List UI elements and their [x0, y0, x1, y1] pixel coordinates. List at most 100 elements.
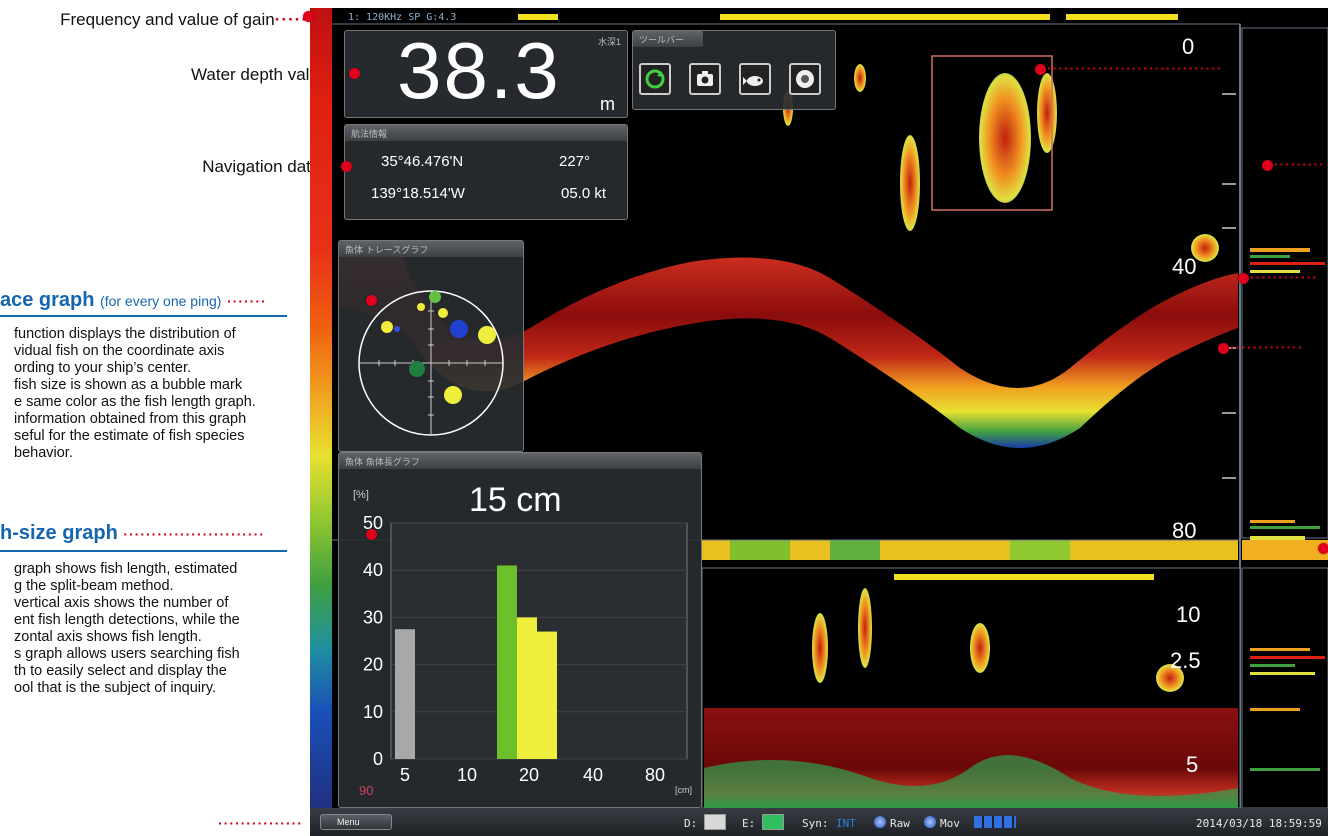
- datetime: 2014/03/18 18:59:59: [1196, 817, 1322, 830]
- desc-line: ent fish length detections, while the: [14, 612, 240, 628]
- record-icon[interactable]: [789, 63, 821, 95]
- echogram-screen[interactable]: 1: 120KHz SP G:4.3 水深1 38.3 m 航法情報 35°46…: [310, 8, 1328, 836]
- right-histogram: [1250, 248, 1325, 540]
- e-label: E:: [742, 817, 756, 830]
- fish-size-rule: [0, 550, 287, 552]
- raw-label: Raw: [890, 817, 910, 830]
- lower-depth-label-2-5: 2.5: [1170, 648, 1201, 673]
- heading: 227°: [559, 153, 591, 170]
- menu-button[interactable]: Menu: [320, 814, 392, 830]
- fish-school: [1037, 73, 1057, 153]
- desc-line: information obtained from this graph: [14, 411, 247, 427]
- fish-size-panel[interactable]: 魚体 魚体長グラフ 15 cm [%] [cm] 90 15 010203040…: [338, 452, 702, 808]
- water-depth-annotation: Water depth value····: [20, 65, 355, 85]
- water-depth-label: Water depth value: [191, 65, 329, 84]
- refresh-icon[interactable]: [639, 63, 671, 95]
- marker-dot: [341, 161, 352, 172]
- desc-line: zontal axis shows fish length.: [14, 629, 202, 645]
- length-strip-segment: [830, 540, 880, 560]
- desc-line: fish size is shown as a bubble mark: [14, 377, 243, 393]
- desc-line: vidual fish on the coordinate axis: [14, 343, 225, 359]
- lower-seabed-edge: [704, 755, 1238, 808]
- depth-value: 38.3: [397, 26, 561, 115]
- raw-toggle-icon[interactable]: [874, 816, 886, 828]
- desc-line: ool that is the subject of inquiry.: [14, 680, 217, 696]
- fish-school: [1191, 234, 1219, 262]
- mov-toggle-icon[interactable]: [924, 816, 936, 828]
- marker-dot: [1238, 273, 1249, 284]
- status-bar: Menu D: E: Syn: INT Raw Mov 2014/03/18 1…: [310, 808, 1328, 836]
- fish-school: [854, 64, 866, 92]
- speed: 05.0 kt: [561, 185, 607, 202]
- fish-size-description: graph shows fish length, estimated g the…: [14, 561, 240, 697]
- fish-size-heading: h-size graph: [0, 522, 118, 544]
- navigation-annotation: Navigation data····: [20, 157, 347, 177]
- fish-bubble: [450, 320, 468, 338]
- lower-right-pane: [1241, 567, 1328, 809]
- y-tick-label: 20: [363, 655, 383, 675]
- desc-line: vertical axis shows the number of: [14, 595, 229, 611]
- right-leader: ·········: [1274, 156, 1325, 172]
- sync-label: Syn:: [802, 817, 829, 830]
- fish-school: [900, 135, 920, 231]
- fish-size-bar: [395, 629, 415, 759]
- fish-school: [1156, 664, 1184, 692]
- header-bar: [720, 14, 1050, 20]
- lower-right-histogram: [1250, 648, 1325, 771]
- length-strip-segment: [1010, 540, 1070, 560]
- toolbar-panel[interactable]: ツールバー: [632, 30, 836, 110]
- y-unit-label: [%]: [353, 489, 369, 501]
- fish-size-bar: [537, 631, 557, 759]
- toolbar-title: ツールバー: [633, 31, 703, 47]
- trace-graph-rule: [0, 315, 287, 317]
- lower-header-bar: [894, 574, 1154, 580]
- fish-bubble: [438, 308, 448, 318]
- lower-depth-label-10: 10: [1176, 602, 1201, 627]
- x-tick-label: 5: [400, 765, 410, 785]
- fish-bubble: [429, 291, 441, 303]
- y-tick-label: 0: [373, 749, 383, 769]
- fish-bubble: [381, 321, 393, 333]
- corner-value: 90: [359, 783, 374, 798]
- right-leader: ·············: [1230, 339, 1304, 355]
- fish-size-panel-title: 魚体 魚体長グラフ: [339, 453, 701, 469]
- navigation-panel[interactable]: 航法情報 35°46.476'N 227° 139°18.514'W 05.0 …: [344, 124, 628, 220]
- frequency-gain-readout: 1: 120KHz SP G:4.3: [348, 12, 457, 23]
- e-swatch[interactable]: [762, 814, 784, 830]
- desc-line: g the split-beam method.: [14, 578, 174, 594]
- desc-line: th to easily select and display the: [14, 663, 227, 679]
- marker-dot: [366, 295, 377, 306]
- marker-dot: [1318, 543, 1328, 554]
- leader-dots: ·························: [123, 526, 265, 542]
- leader-dots: ·······························: [1047, 60, 1223, 76]
- navigation-label: Navigation data: [202, 157, 321, 176]
- d-swatch[interactable]: [704, 814, 726, 830]
- fish-icon[interactable]: [739, 63, 771, 95]
- marker-dot: [1262, 160, 1273, 171]
- y-tick-label: 40: [363, 560, 383, 580]
- x-tick-label: 20: [519, 765, 539, 785]
- trace-graph-subheading: (for every one ping): [100, 293, 222, 309]
- mov-label: Mov: [940, 817, 960, 830]
- x-unit-label: [cm]: [675, 785, 692, 795]
- depth-panel[interactable]: 水深1 38.3 m: [344, 26, 628, 118]
- selection-box[interactable]: [931, 55, 1053, 211]
- desc-line: ording to your ship’s center.: [14, 360, 192, 376]
- fish-bubble: [394, 326, 400, 332]
- fish-size-title: h-size graph ·························: [0, 522, 265, 545]
- trace-graph-panel[interactable]: 魚体 トレースグラフ: [338, 240, 524, 452]
- d-label: D:: [684, 817, 698, 830]
- desc-line: seful for the estimate of fish species: [14, 428, 245, 444]
- desc-line: graph shows fish length, estimated: [14, 561, 238, 577]
- fish-school: [979, 73, 1031, 203]
- length-strip-segment: [1242, 540, 1328, 560]
- desc-line: s graph allows users searching fish: [14, 646, 240, 662]
- camera-icon[interactable]: [689, 63, 721, 95]
- x-tick-label: 80: [645, 765, 665, 785]
- fish-bubble: [478, 326, 496, 344]
- desc-line: function displays the distribution of: [14, 326, 236, 342]
- depth-unit: m: [600, 94, 615, 114]
- depth-tag: 水深1: [597, 37, 621, 47]
- echogram-canvas: [323, 14, 1328, 809]
- fish-school: [970, 623, 990, 673]
